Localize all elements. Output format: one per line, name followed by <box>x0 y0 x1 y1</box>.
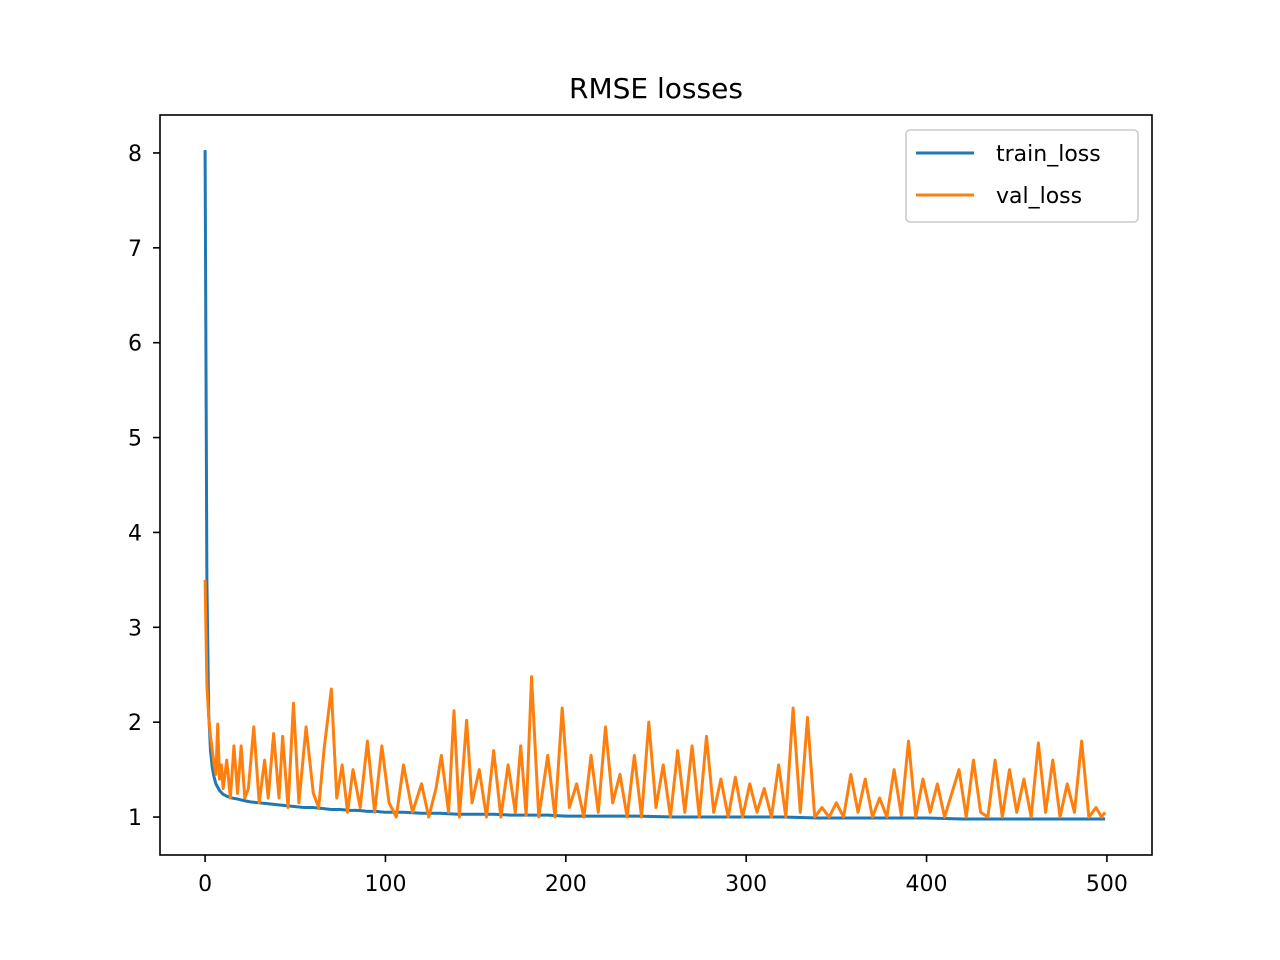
x-tick-label: 0 <box>198 872 212 897</box>
series-layer <box>203 150 1107 821</box>
x-tick-label: 300 <box>725 872 767 897</box>
legend: train_loss val_loss <box>905 129 1139 223</box>
x-tick-label: 400 <box>906 872 948 897</box>
y-tick-label: 5 <box>128 427 142 452</box>
legend-label-train-loss: train_loss <box>996 142 1101 167</box>
chart-title: RMSE losses <box>569 72 743 105</box>
y-tick-label: 3 <box>128 616 142 641</box>
y-tick-label: 7 <box>128 237 142 262</box>
legend-label-val-loss: val_loss <box>996 184 1082 209</box>
y-tick-label: 8 <box>128 142 142 167</box>
y-tick-label: 4 <box>128 521 142 546</box>
y-tick-label: 2 <box>128 711 142 736</box>
y-tick-label: 1 <box>128 806 142 831</box>
series-line-val-loss <box>203 579 1107 819</box>
x-tick-label: 500 <box>1086 872 1128 897</box>
plot-frame <box>159 114 1153 856</box>
axes-layer: 0 100 200 300 400 500 1 2 3 4 5 6 7 8 <box>128 114 1153 897</box>
x-tick-label: 100 <box>364 872 406 897</box>
y-tick-label: 6 <box>128 332 142 357</box>
x-tick-label: 200 <box>545 872 587 897</box>
series-line-train-loss <box>203 150 1106 821</box>
